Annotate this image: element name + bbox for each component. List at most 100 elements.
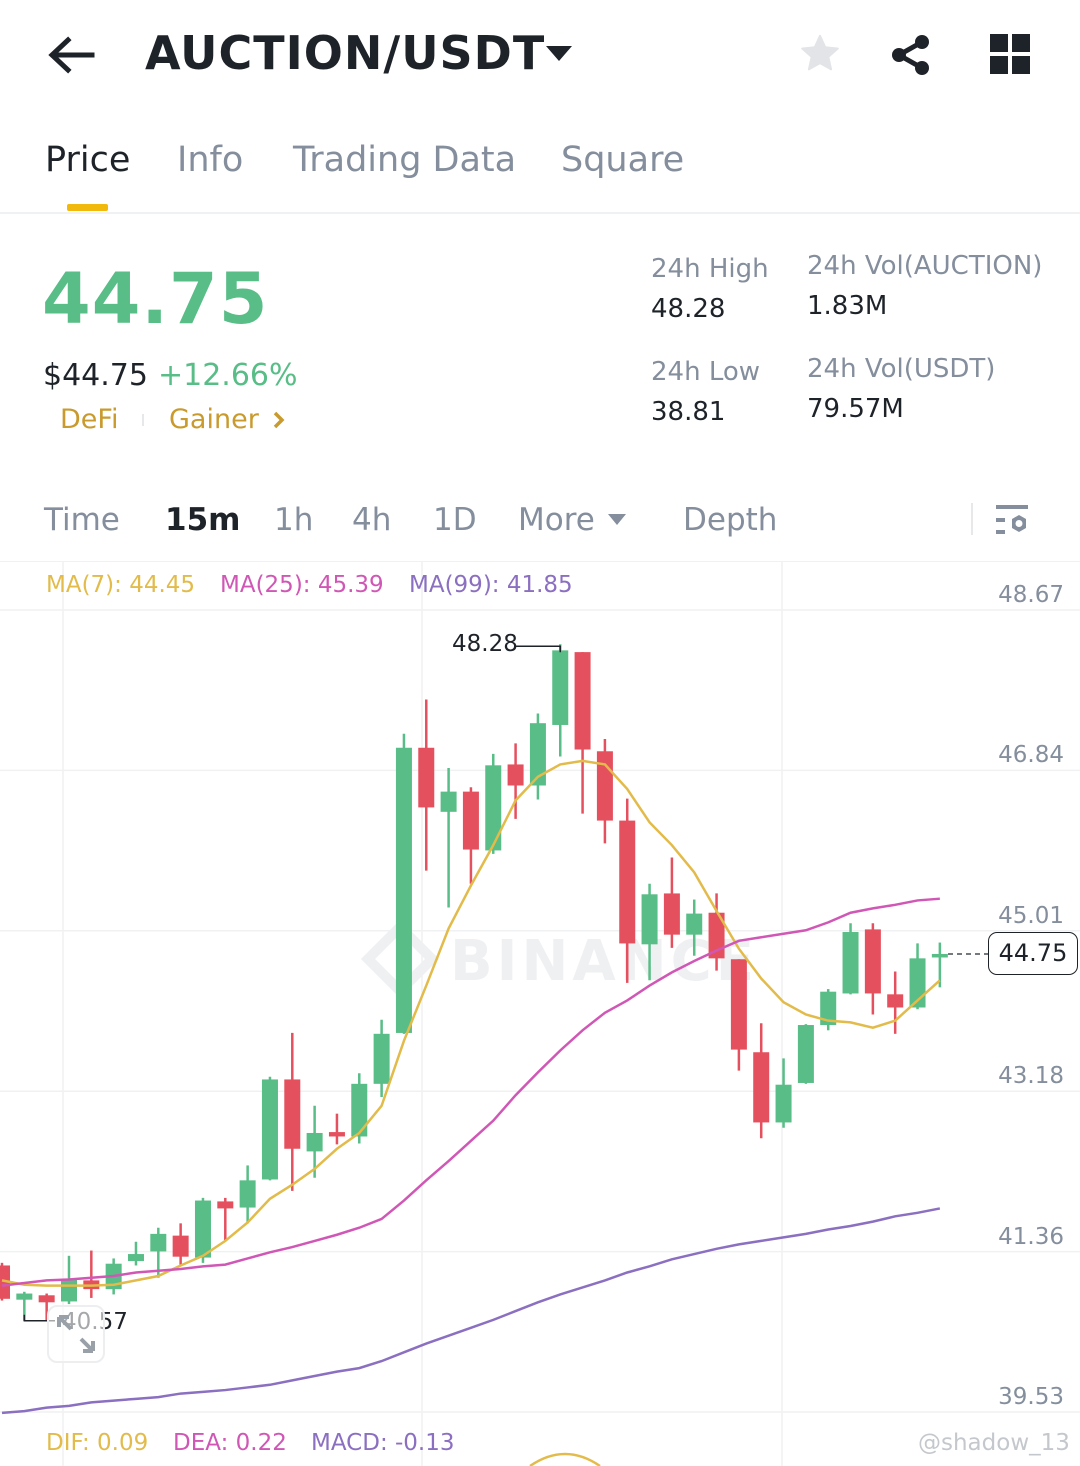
candle-down [619,820,636,944]
vol-quote-label: 24h Vol(USDT) [807,354,996,384]
candle-up [239,1180,256,1208]
credit-watermark: @shadow_13 [918,1430,1070,1456]
candle-up [686,913,703,935]
y-tick-label: 41.36 [998,1224,1064,1250]
interval-1d[interactable]: 1D [433,502,477,538]
candle-down [887,994,904,1008]
arrow-left-icon [48,36,95,74]
tab-price[interactable]: Price [45,140,131,180]
menu-grid-button[interactable] [990,34,1030,78]
tab-info[interactable]: Info [177,140,244,180]
candle-up [306,1132,323,1152]
candle-up [775,1084,792,1123]
macd-legend: MACD: -0.13 [311,1430,455,1456]
pair-title[interactable]: AUCTION/USDT [145,26,546,80]
interval-4h[interactable]: 4h [352,502,392,538]
vol-base-value: 1.83M [807,291,888,321]
candle-up [150,1233,167,1252]
ma99-line [1,1207,941,1415]
candle-up [485,765,502,851]
active-tab-indicator [67,204,108,211]
interval-bar-divider [0,561,1080,562]
candle-up [127,1254,144,1262]
chart-settings-button[interactable] [995,503,1031,541]
grid-icon [990,34,1030,74]
vol-base-label: 24h Vol(AUCTION) [807,251,1043,281]
ma25-line [1,897,940,1287]
y-tick-label: 45.01 [998,903,1064,929]
ma7-line [1,759,941,1287]
binance-watermark: BINANCE [450,929,758,994]
tab-square[interactable]: Square [561,140,685,180]
tag-gainer[interactable]: Gainer [169,404,259,435]
low-marker-line [23,1314,55,1322]
tab-trading-data[interactable]: Trading Data [293,140,517,180]
usd-price: $44.75 [43,358,148,393]
high-value: 48.28 [651,294,726,324]
low-value: 38.81 [651,397,726,427]
candle-up [60,1279,77,1302]
tag-defi[interactable]: DeFi [60,404,119,435]
favorite-button[interactable] [798,32,842,80]
candle-down [418,747,435,808]
candle-up [552,650,569,725]
star-icon [801,34,839,71]
tabs-divider [0,212,1080,214]
candle-down [507,764,524,786]
price-change-percent: +12.66% [158,358,298,393]
candle-up [842,932,859,994]
caret-down-icon [546,46,572,61]
last-price: 44.75 [42,258,269,340]
high-label: 24h High [651,254,769,284]
candle-down [284,1079,301,1149]
interval-15m[interactable]: 15m [165,502,241,538]
y-tick-label: 43.18 [998,1063,1064,1089]
candle-up [820,991,837,1026]
candle-down [753,1052,770,1123]
candle-up [351,1083,368,1137]
expand-icon [57,1315,95,1353]
high-marker-label: 48.28 [452,631,518,657]
candle-down [730,959,747,1050]
candle-up [194,1200,211,1258]
interval-1h[interactable]: 1h [274,502,314,538]
last-price-marker: 44.75 [988,932,1078,975]
candle-down [38,1295,55,1303]
candle-down [172,1235,189,1257]
candle-up [16,1293,33,1300]
candle-down [574,652,591,750]
interval-depth[interactable]: Depth [683,502,778,538]
y-tick-label: 46.84 [998,742,1064,768]
ma7-legend: MA(7): 44.45 [46,572,196,598]
interval-more[interactable]: More [518,502,595,538]
more-caret-down-icon [607,512,627,531]
share-button[interactable] [888,32,934,82]
candle-up [261,1079,278,1180]
candle-up [641,894,658,945]
back-button[interactable] [44,32,98,78]
interval-time[interactable]: Time [44,502,120,538]
chevron-right-icon[interactable] [272,410,286,434]
candlestick-chart[interactable]: BINANCE [0,562,1080,1466]
dif-legend: DIF: 0.09 [46,1430,149,1456]
interval-divider [971,503,973,535]
low-label: 24h Low [651,357,761,387]
chart-settings-icon [996,505,1028,534]
candle-up [529,723,546,786]
macd-dif-line [529,1452,601,1466]
candle-down [328,1132,345,1137]
candle-up [395,747,412,1033]
vol-quote-value: 79.57M [807,394,904,424]
candle-down [708,912,725,959]
fullscreen-button[interactable] [47,1305,105,1363]
candle-down [596,751,613,821]
candle-up [797,1025,814,1083]
candle-down [217,1201,234,1209]
tag-separator [142,414,144,426]
dea-legend: DEA: 0.22 [173,1430,287,1456]
pair-dropdown-button[interactable] [544,44,574,68]
y-tick-label: 39.53 [998,1384,1064,1410]
share-icon [892,35,929,75]
y-tick-label: 48.67 [998,582,1064,608]
candle-up [440,791,457,812]
